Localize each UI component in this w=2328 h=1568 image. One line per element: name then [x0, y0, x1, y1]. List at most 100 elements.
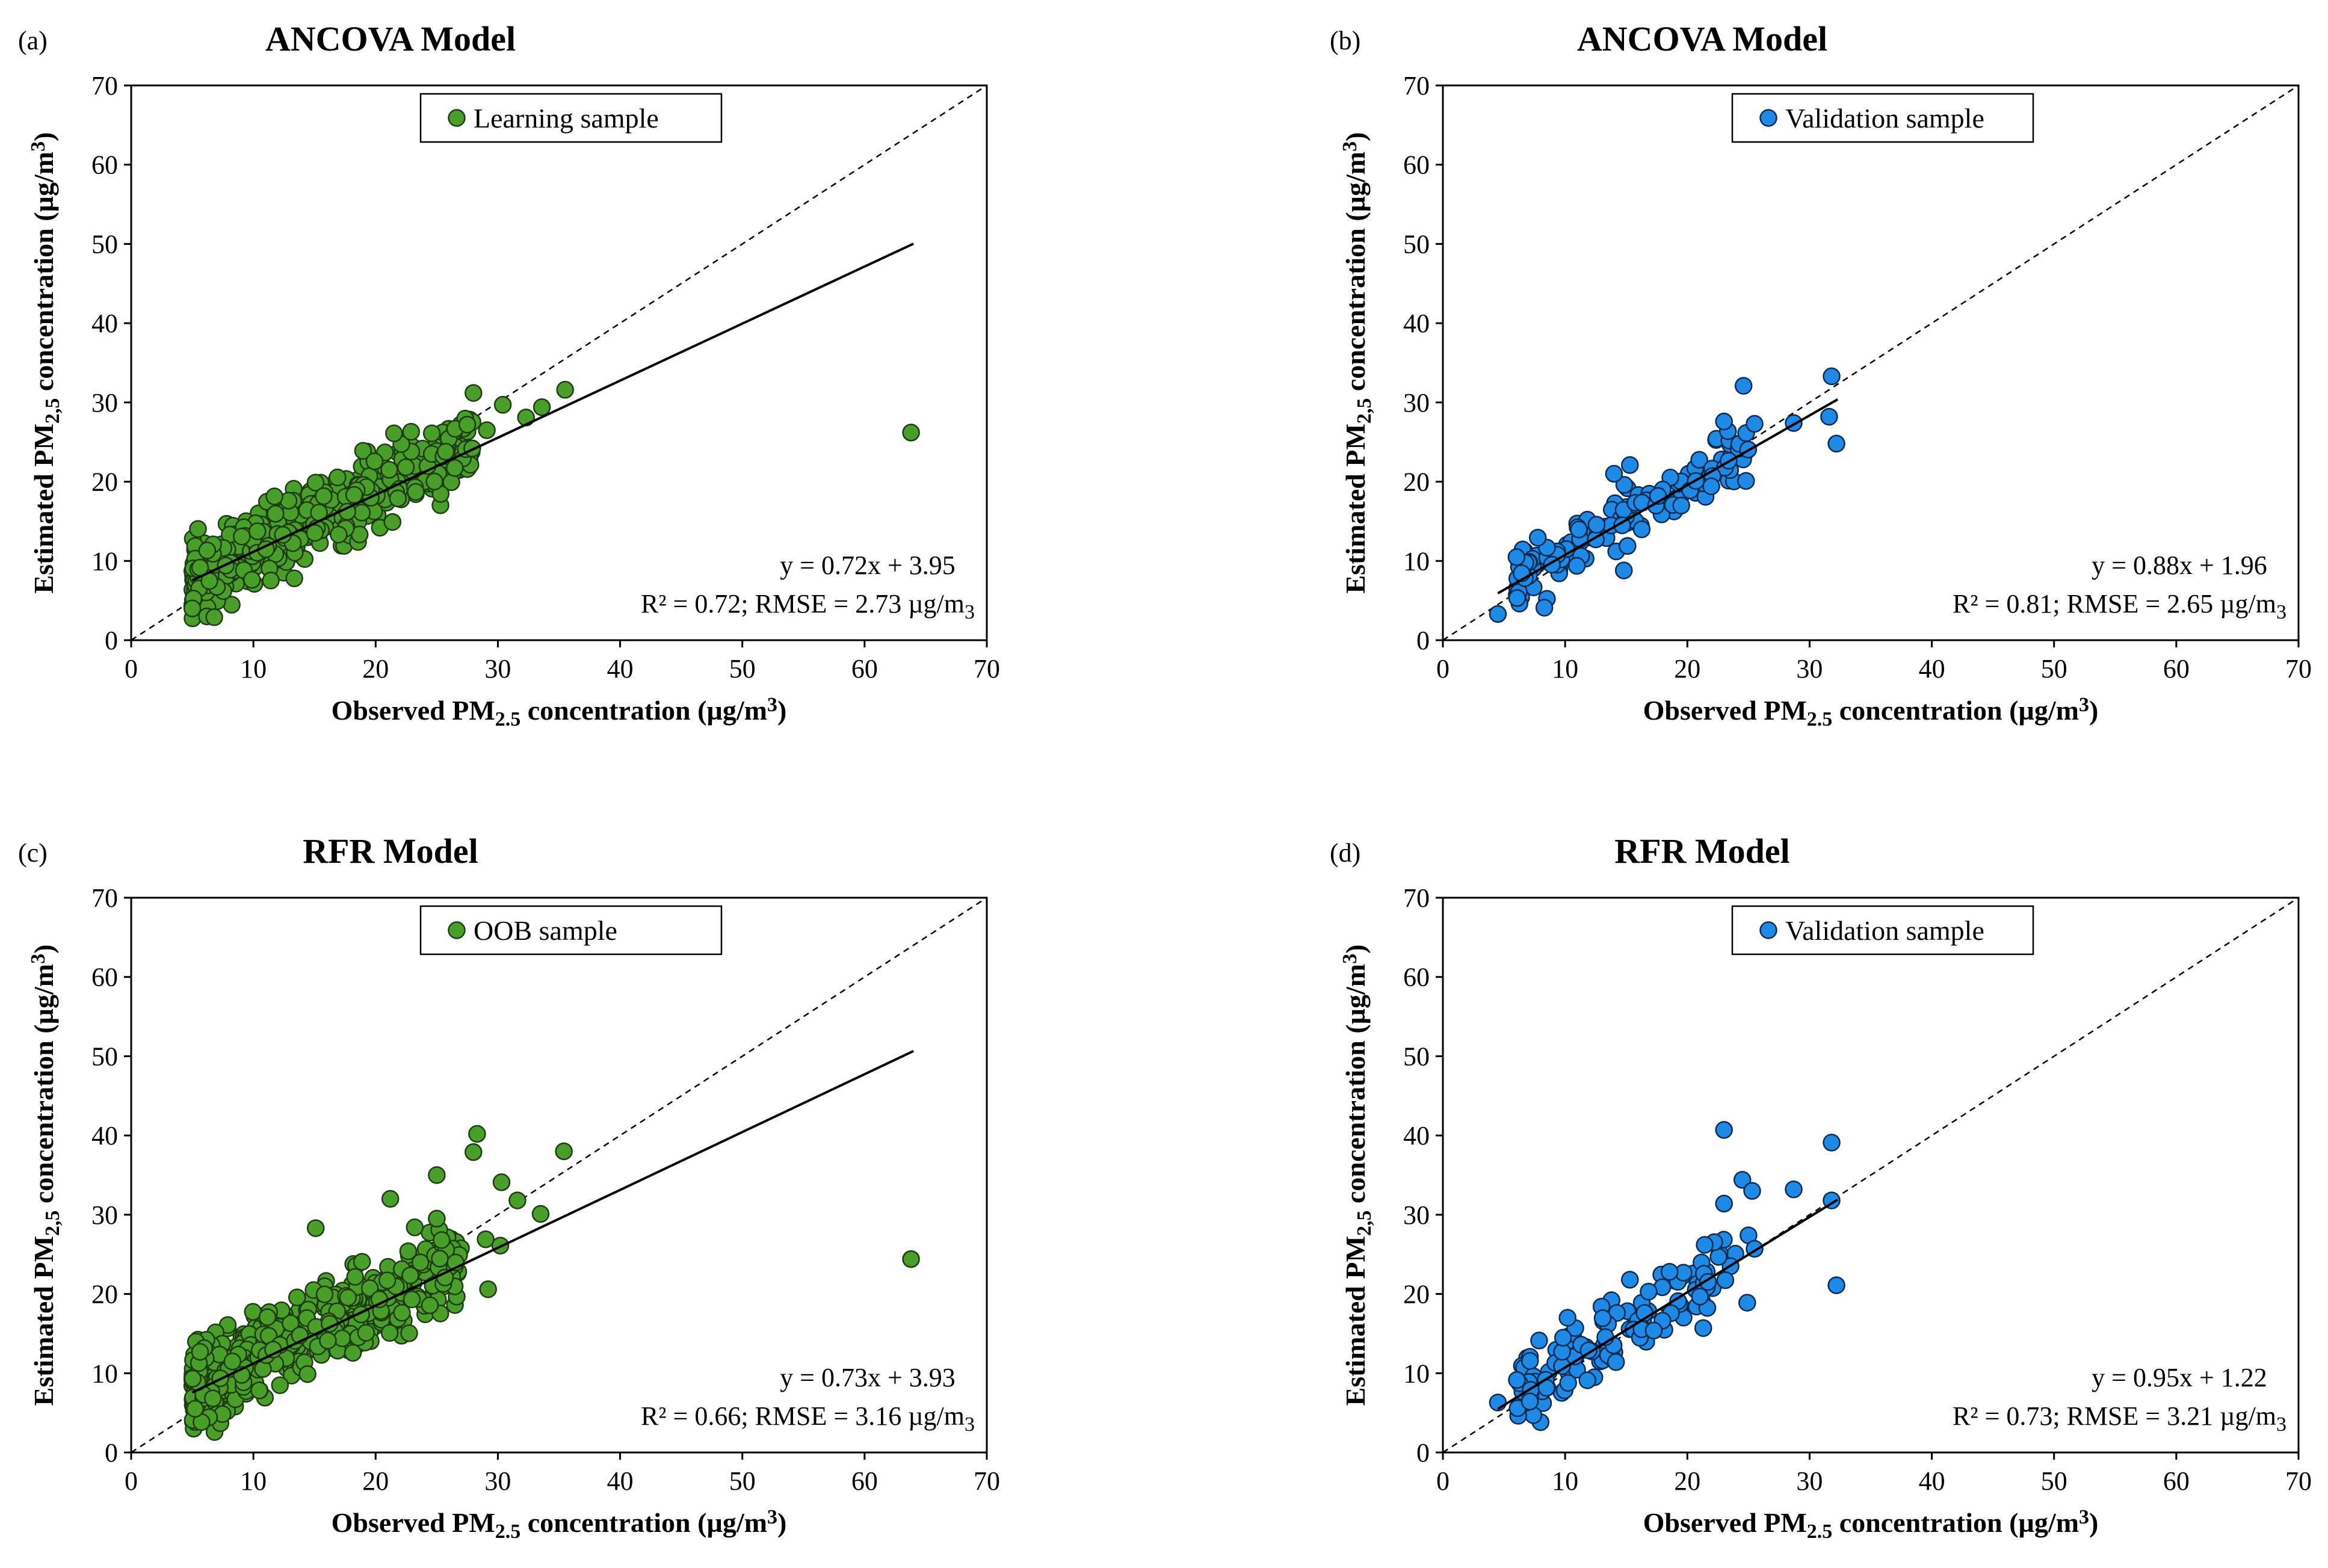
data-point	[477, 1230, 495, 1249]
legend-label: Learning sample	[474, 103, 659, 134]
y-axis-label-part-base: Estimated PM	[28, 1236, 59, 1406]
data-point	[1733, 1171, 1752, 1189]
y-tick-label: 50	[91, 1042, 118, 1071]
x-axis-label: Observed PM2.5 concentration (µg/m3)	[332, 1506, 787, 1543]
data-point	[531, 1205, 550, 1223]
regression-stats-part-sub: 3	[965, 1413, 975, 1436]
x-tick-label: 40	[1919, 1466, 1945, 1496]
data-point	[344, 1344, 362, 1362]
y-tick-label: 0	[105, 626, 118, 655]
data-point	[1535, 599, 1554, 617]
x-tick-label: 10	[240, 1466, 267, 1496]
data-point	[1521, 1352, 1539, 1370]
data-point	[400, 1324, 418, 1342]
y-tick-label: 30	[1403, 1200, 1430, 1230]
data-point	[1715, 412, 1733, 431]
regression-line	[191, 1050, 914, 1394]
data-point	[1694, 1319, 1712, 1337]
data-point	[465, 1143, 483, 1161]
x-tick-label: 20	[1674, 1466, 1700, 1496]
data-point	[403, 1290, 421, 1309]
x-tick-label: 20	[362, 1466, 389, 1496]
data-point	[333, 1329, 351, 1348]
regression-line	[1497, 398, 1839, 594]
data-point	[1644, 1321, 1663, 1340]
data-point	[346, 1268, 364, 1286]
data-point	[1734, 377, 1753, 395]
data-point	[1507, 548, 1526, 566]
data-point	[428, 1209, 446, 1228]
x-tick-label: 60	[2163, 654, 2190, 684]
data-point	[389, 489, 407, 508]
y-axis-label-part-base: Estimated PM	[1340, 424, 1371, 593]
data-point	[436, 443, 455, 461]
y-tick-label: 70	[1403, 71, 1430, 100]
y-axis-label-part-mid: concentration (µg/m	[1340, 964, 1371, 1211]
data-point	[1559, 1374, 1577, 1392]
y-tick-label: 70	[91, 883, 118, 913]
y-tick-label: 30	[91, 1200, 118, 1230]
data-point	[306, 1219, 325, 1237]
legend-label: OOB sample	[474, 915, 617, 946]
legend-marker	[1759, 109, 1777, 127]
data-point	[406, 1218, 424, 1236]
data-point	[478, 421, 496, 439]
x-axis-label-part-mid: concentration (µg/m	[1832, 1507, 2079, 1538]
x-tick-label: 20	[1674, 654, 1700, 684]
data-point	[198, 542, 217, 560]
data-point	[1632, 520, 1651, 539]
x-tick-label: 30	[1796, 654, 1823, 684]
y-tick-label: 10	[91, 546, 118, 576]
data-point	[1785, 1180, 1803, 1199]
x-axis-label-part-mid: concentration (µg/m	[520, 1507, 767, 1538]
y-axis-label-part-sub: 2,5	[42, 1211, 64, 1236]
data-point	[285, 569, 303, 587]
data-point	[428, 1166, 446, 1184]
panel-label: (d)	[1330, 838, 1360, 868]
data-point	[1715, 1194, 1733, 1213]
x-axis-label-part-sup: 3	[2079, 1506, 2089, 1528]
x-tick-label: 70	[974, 1466, 1000, 1496]
data-point	[353, 1253, 371, 1271]
panel-label: (a)	[18, 26, 48, 55]
x-axis-label-part-sub: 2.5	[495, 1520, 521, 1543]
y-axis-label: Estimated PM2,5 concentration (µg/m3)	[27, 945, 64, 1406]
data-point	[1738, 1294, 1756, 1312]
x-axis-label-part-base: Observed PM	[332, 1507, 495, 1538]
data-point	[1709, 1248, 1727, 1266]
data-point	[1715, 1121, 1733, 1139]
data-point	[431, 1250, 449, 1268]
data-point	[249, 522, 267, 540]
y-axis-label-part-end: )	[28, 945, 59, 954]
data-point	[1827, 434, 1845, 453]
x-axis-label-part-base: Observed PM	[1643, 695, 1807, 726]
x-tick-label: 40	[607, 1466, 634, 1496]
data-point	[1554, 1329, 1572, 1347]
data-point	[1508, 589, 1527, 607]
data-point	[1660, 1262, 1679, 1281]
data-point	[1567, 557, 1586, 575]
x-axis-label-part-sub: 2.5	[1807, 708, 1833, 730]
data-point	[365, 452, 384, 471]
x-axis-label: Observed PM2.5 concentration (µg/m3)	[332, 694, 787, 730]
chart-title: RFR Model	[1614, 832, 1790, 871]
data-point	[902, 1250, 920, 1268]
regression-equation: y = 0.88x + 1.96	[2092, 551, 2267, 580]
x-tick-label: 10	[1552, 1466, 1578, 1496]
y-axis-label-part-sub: 2,5	[1353, 398, 1375, 424]
data-point	[357, 1324, 375, 1342]
data-point	[378, 1271, 397, 1289]
plot-frame	[130, 897, 988, 1454]
data-point	[267, 505, 285, 523]
data-point	[446, 459, 464, 477]
x-tick-label: 50	[2041, 654, 2067, 684]
data-point	[1823, 367, 1841, 386]
x-axis-label-part-end: )	[777, 695, 786, 726]
data-point	[1615, 476, 1634, 494]
legend: Validation sample	[1731, 905, 2034, 955]
data-point	[381, 1190, 400, 1208]
data-point	[1743, 1182, 1761, 1200]
x-tick-label: 50	[729, 654, 756, 684]
regression-stats-part-base: R² = 0.66; RMSE = 3.16 µg/m	[641, 1401, 965, 1431]
data-point	[468, 1125, 486, 1143]
